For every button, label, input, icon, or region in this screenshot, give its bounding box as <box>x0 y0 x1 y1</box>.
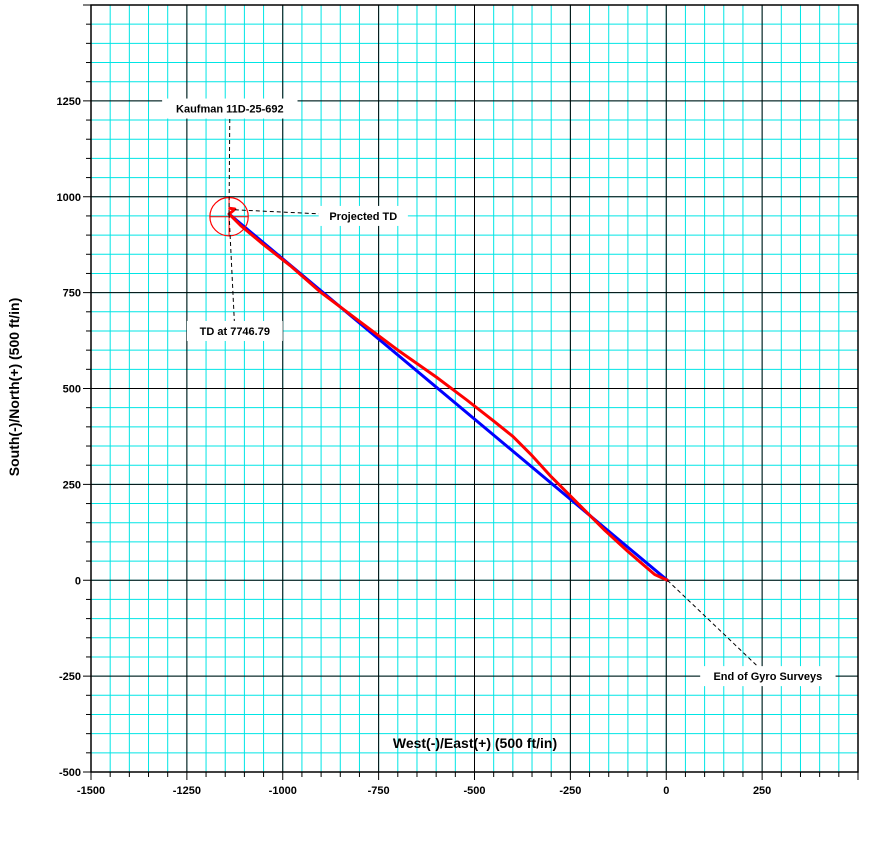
actual-survey-line <box>227 206 669 582</box>
x-tick-label: -1250 <box>173 785 201 797</box>
x-tick-label: -750 <box>368 785 390 797</box>
y-tick-label: 750 <box>63 288 81 300</box>
x-tick-label: -1000 <box>269 785 297 797</box>
tick-labels: -1500 -1250 -1000 -750 -500 -250 0 250 -500 -250 0… <box>57 96 772 797</box>
x-tick-label: -1500 <box>77 785 105 797</box>
series-layer <box>227 206 669 582</box>
annotation-label: Kaufman 11D-25-692 <box>176 104 284 116</box>
x-tick-label: -500 <box>463 785 485 797</box>
x-tick-label: 250 <box>753 785 771 797</box>
annotation-layer: Kaufman 11D-25-692 Projected TD TD at 7746… <box>162 98 836 687</box>
y-tick-label: 0 <box>75 575 81 587</box>
y-axis-title: South(-)/North(+) (500 ft/in) <box>6 298 22 476</box>
annotation-box <box>318 205 408 226</box>
axis-ticks <box>83 4 859 780</box>
annotation-leader <box>667 579 769 677</box>
annotation-label: End of Gyro Surveys <box>713 671 822 683</box>
y-tick-label: 500 <box>63 384 81 396</box>
y-tick-label: -500 <box>59 767 81 779</box>
x-axis-title: West(-)/East(+) (500 ft/in) <box>393 735 557 751</box>
x-tick-label: 0 <box>663 785 669 797</box>
annotation-leader <box>228 108 231 215</box>
annotation-box <box>700 666 836 687</box>
annotation-leader <box>228 213 236 331</box>
annotation-box <box>162 98 298 119</box>
y-tick-label: 1250 <box>57 96 81 108</box>
x-tick-label: -250 <box>559 785 581 797</box>
y-tick-label: -250 <box>59 671 81 683</box>
annotation-label: TD at 7746.79 <box>200 326 270 338</box>
y-tick-label: 1000 <box>57 192 81 204</box>
annotation-label: Projected TD <box>329 211 397 223</box>
y-tick-label: 250 <box>63 479 81 491</box>
annotation-box <box>186 320 283 341</box>
